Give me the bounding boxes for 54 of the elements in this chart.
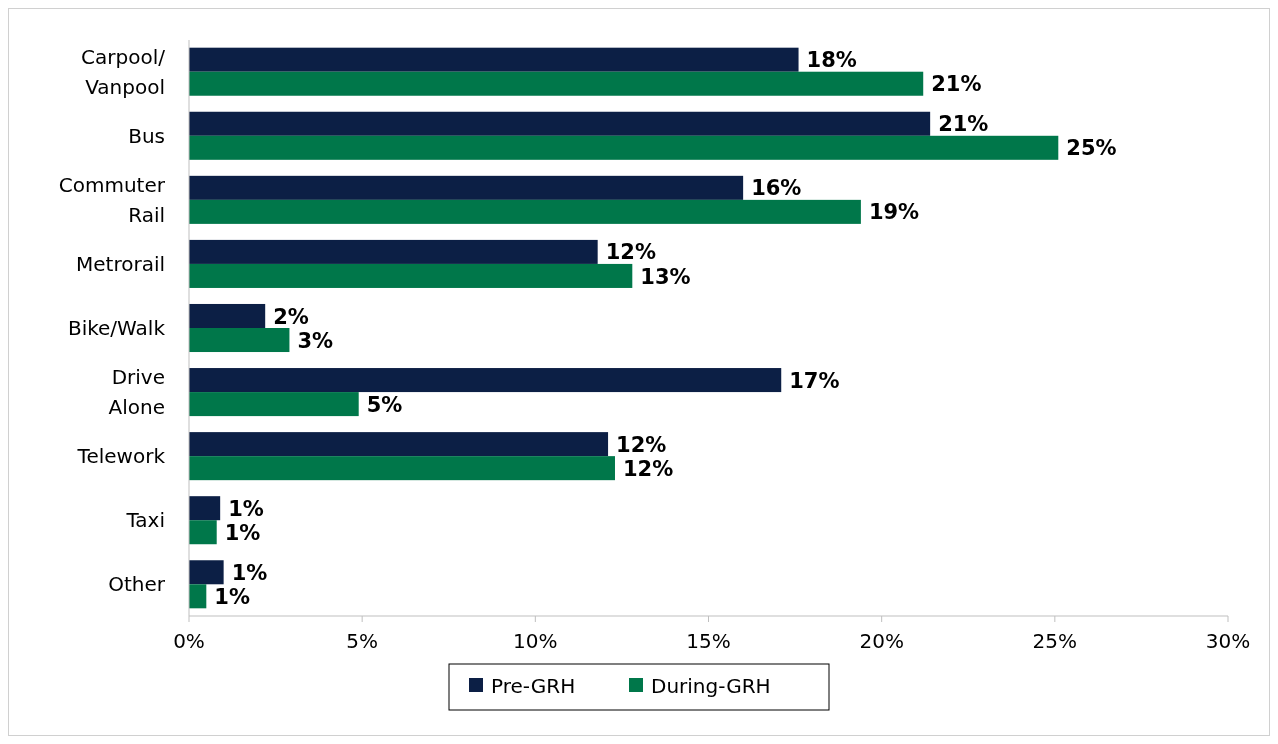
y-tick-label: Bus	[128, 123, 165, 148]
bar	[189, 560, 224, 585]
data-label: 1%	[231, 560, 268, 585]
data-label: 12%	[605, 240, 656, 265]
data-label: 3%	[297, 328, 334, 353]
data-label: 21%	[931, 72, 982, 97]
data-label: 25%	[1066, 136, 1117, 161]
bar	[189, 584, 207, 609]
legend-label: During-GRH	[651, 674, 771, 699]
x-tick-label: 0%	[173, 629, 205, 653]
data-label: 1%	[224, 520, 261, 545]
bar	[189, 263, 633, 288]
y-tick-label: Metrorail	[75, 252, 165, 277]
data-label: 1%	[214, 584, 250, 609]
legend-label: Pre-GRH	[491, 674, 576, 699]
data-label: 2%	[273, 304, 309, 329]
bar	[189, 456, 615, 481]
bar	[189, 47, 799, 72]
data-label: 12%	[622, 456, 674, 481]
y-tick-label: Commuter Rail	[58, 173, 166, 228]
data-label: 18%	[806, 48, 857, 73]
data-label: 17%	[789, 368, 840, 393]
x-tick-label: 10%	[513, 629, 558, 653]
y-tick-label: Carpool/ Vanpool	[81, 44, 166, 99]
x-tick-label: 5%	[346, 629, 379, 653]
bar	[189, 111, 931, 136]
data-label: 13%	[640, 264, 691, 289]
x-tick-label: 25%	[1032, 629, 1078, 653]
bar	[189, 175, 744, 200]
bar	[189, 135, 1059, 160]
bar	[189, 392, 359, 417]
bar	[189, 303, 266, 328]
x-tick-label: 20%	[859, 629, 904, 653]
bar	[189, 496, 221, 521]
x-tick-label: 15%	[686, 629, 731, 653]
bar	[189, 432, 609, 457]
y-tick-label: Taxi	[125, 508, 165, 533]
y-tick-label: Telework	[76, 444, 166, 469]
data-label: 21%	[938, 112, 989, 137]
x-tick-label: 30%	[1205, 629, 1251, 653]
y-tick-label: Drive Alone	[108, 365, 165, 420]
bar	[189, 328, 290, 353]
y-tick-label: Other	[108, 572, 166, 597]
data-label: 5%	[366, 392, 403, 417]
data-label: 1%	[228, 496, 264, 521]
bar	[189, 199, 861, 224]
bar	[189, 71, 924, 96]
bar	[189, 520, 217, 545]
data-label: 19%	[868, 200, 920, 225]
y-tick-label: Bike/Walk	[67, 316, 166, 341]
bar	[189, 368, 782, 393]
data-label: 16%	[751, 176, 802, 201]
data-label: 12%	[616, 432, 667, 457]
bar	[189, 239, 598, 264]
